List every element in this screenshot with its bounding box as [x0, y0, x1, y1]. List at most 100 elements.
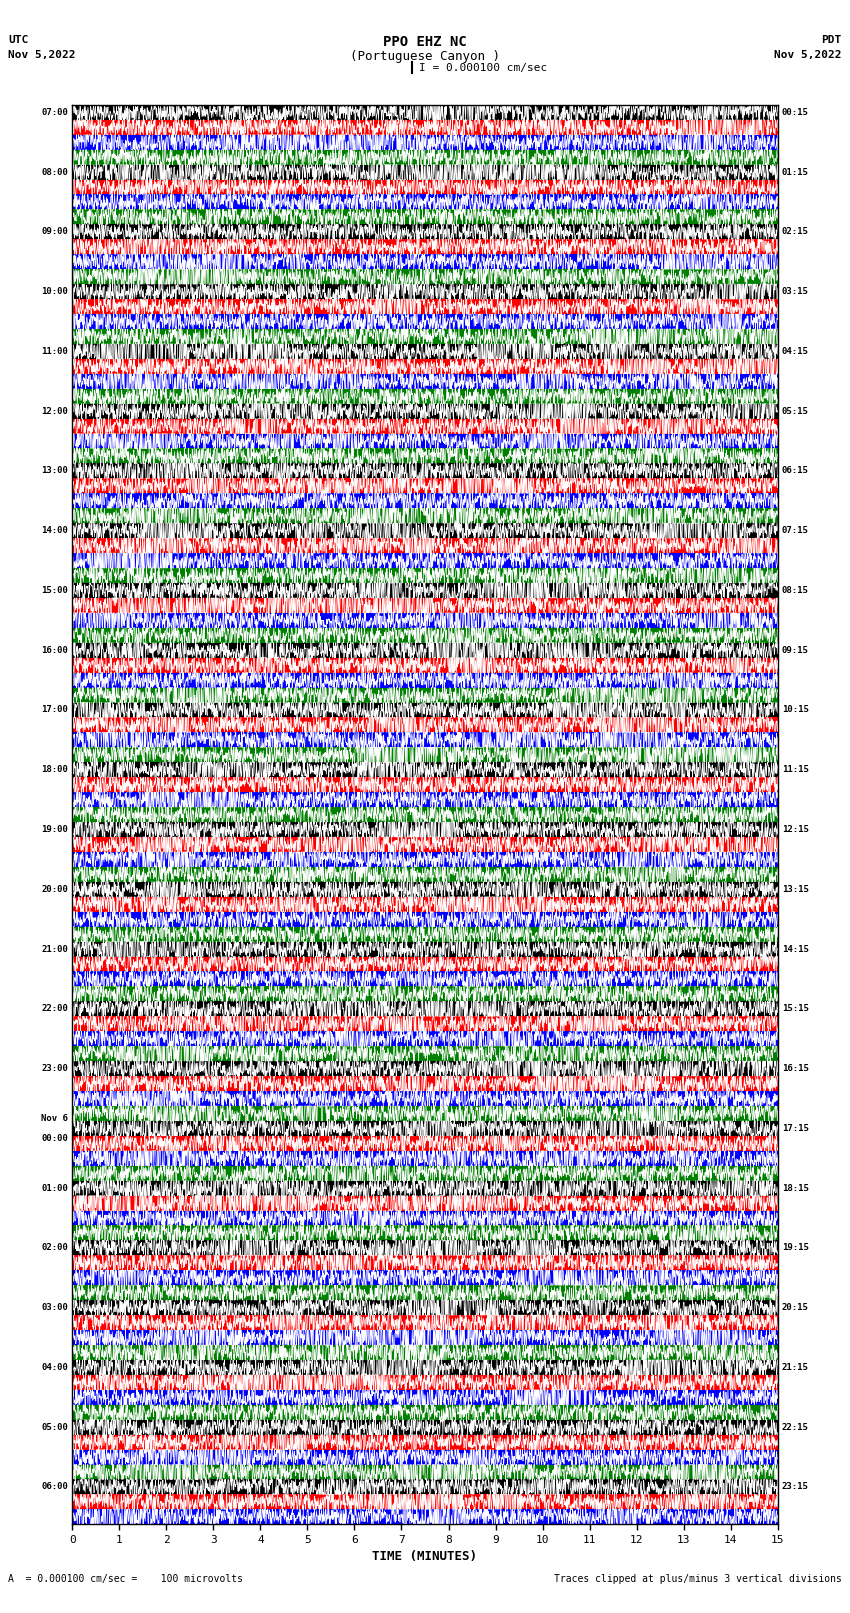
Bar	[72, 1195, 778, 1210]
Bar	[72, 971, 778, 987]
Bar	[72, 1166, 778, 1181]
Text: Nov 5,2022: Nov 5,2022	[8, 50, 76, 60]
Text: 23:00: 23:00	[41, 1065, 68, 1073]
Bar	[72, 1226, 778, 1240]
Text: 20:15: 20:15	[782, 1303, 809, 1311]
Text: I = 0.000100 cm/sec: I = 0.000100 cm/sec	[419, 63, 547, 73]
Bar	[72, 1300, 778, 1315]
Text: 16:15: 16:15	[782, 1065, 809, 1073]
Text: 22:00: 22:00	[41, 1005, 68, 1013]
Bar	[72, 1121, 778, 1136]
Bar	[72, 255, 778, 269]
Bar	[72, 718, 778, 732]
Bar	[72, 494, 778, 508]
Bar	[72, 613, 778, 627]
Bar	[72, 792, 778, 806]
Text: 13:15: 13:15	[782, 886, 809, 894]
Text: 04:00: 04:00	[41, 1363, 68, 1373]
Text: Nov 5,2022: Nov 5,2022	[774, 50, 842, 60]
Text: UTC: UTC	[8, 35, 29, 45]
Bar	[72, 1061, 778, 1076]
Bar	[72, 135, 778, 150]
Text: 02:15: 02:15	[782, 227, 809, 237]
Bar	[72, 568, 778, 582]
Text: 03:15: 03:15	[782, 287, 809, 297]
Bar	[72, 1271, 778, 1286]
Bar	[72, 344, 778, 358]
Bar	[72, 987, 778, 1002]
Bar	[72, 165, 778, 179]
Bar	[72, 823, 778, 837]
Bar	[72, 911, 778, 926]
Text: 08:15: 08:15	[782, 586, 809, 595]
Bar	[72, 179, 778, 195]
Text: 05:15: 05:15	[782, 406, 809, 416]
Bar	[72, 687, 778, 703]
Text: 03:00: 03:00	[41, 1303, 68, 1311]
Bar	[72, 479, 778, 494]
Bar	[72, 1286, 778, 1300]
Bar	[72, 1150, 778, 1166]
Text: Traces clipped at plus/minus 3 vertical divisions: Traces clipped at plus/minus 3 vertical …	[553, 1574, 842, 1584]
Bar	[72, 329, 778, 344]
Bar	[72, 897, 778, 911]
Text: 22:15: 22:15	[782, 1423, 809, 1432]
Text: 06:00: 06:00	[41, 1482, 68, 1492]
Bar	[72, 539, 778, 553]
Bar	[72, 852, 778, 866]
Text: 10:00: 10:00	[41, 287, 68, 297]
Bar	[72, 1479, 778, 1494]
Text: 17:00: 17:00	[41, 705, 68, 715]
Bar	[72, 1315, 778, 1331]
Bar	[72, 1090, 778, 1107]
Text: 04:15: 04:15	[782, 347, 809, 356]
Bar	[72, 627, 778, 642]
Bar	[72, 806, 778, 823]
Text: 07:00: 07:00	[41, 108, 68, 116]
Bar	[72, 1076, 778, 1090]
Bar	[72, 777, 778, 792]
Bar	[72, 463, 778, 479]
Bar	[72, 763, 778, 777]
Bar	[72, 1031, 778, 1047]
Text: 19:00: 19:00	[41, 824, 68, 834]
Bar	[72, 1434, 778, 1450]
Bar	[72, 105, 778, 119]
Text: 12:00: 12:00	[41, 406, 68, 416]
Text: 01:15: 01:15	[782, 168, 809, 176]
Bar	[72, 269, 778, 284]
Text: 21:15: 21:15	[782, 1363, 809, 1373]
Text: 14:00: 14:00	[41, 526, 68, 536]
Bar	[72, 942, 778, 957]
Text: PPO EHZ NC: PPO EHZ NC	[383, 35, 467, 50]
Text: 18:00: 18:00	[41, 765, 68, 774]
Text: Nov 6: Nov 6	[41, 1115, 68, 1123]
Bar	[72, 284, 778, 298]
Bar	[72, 1107, 778, 1121]
Bar	[72, 1510, 778, 1524]
Text: PDT: PDT	[821, 35, 842, 45]
Bar	[72, 1360, 778, 1374]
Text: 01:00: 01:00	[41, 1184, 68, 1192]
Bar	[72, 210, 778, 224]
Text: 14:15: 14:15	[782, 945, 809, 953]
Bar	[72, 1465, 778, 1479]
Text: 08:00: 08:00	[41, 168, 68, 176]
Text: 06:15: 06:15	[782, 466, 809, 476]
Bar	[72, 658, 778, 673]
Bar	[72, 374, 778, 389]
Text: 16:00: 16:00	[41, 645, 68, 655]
Bar	[72, 239, 778, 255]
Bar	[72, 358, 778, 374]
Bar	[72, 448, 778, 463]
Text: 05:00: 05:00	[41, 1423, 68, 1432]
Text: 15:15: 15:15	[782, 1005, 809, 1013]
Bar	[72, 1240, 778, 1255]
Bar	[72, 419, 778, 434]
X-axis label: TIME (MINUTES): TIME (MINUTES)	[372, 1550, 478, 1563]
Bar	[72, 732, 778, 747]
Bar	[72, 747, 778, 763]
Bar	[72, 195, 778, 210]
Bar	[72, 119, 778, 135]
Bar	[72, 582, 778, 598]
